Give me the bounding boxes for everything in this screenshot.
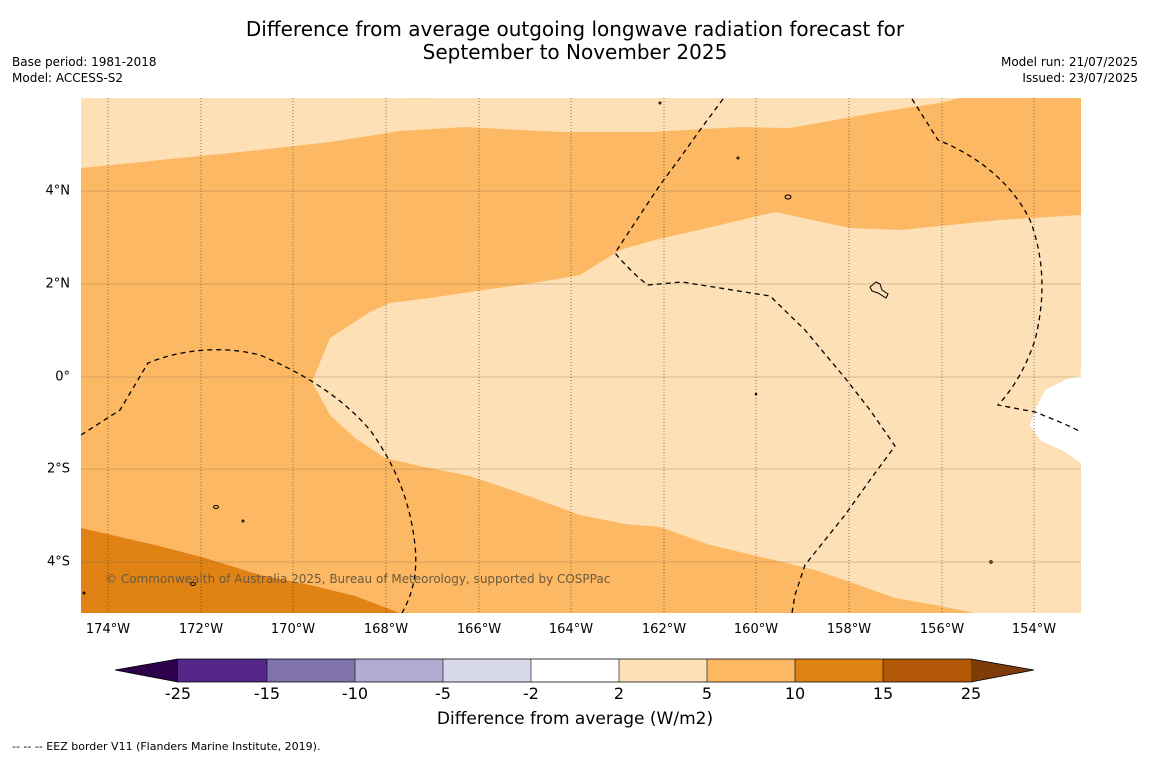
colorbar-segment <box>443 659 531 682</box>
colorbar-label: 15 <box>872 684 894 703</box>
title-line-2: September to November 2025 <box>422 40 728 64</box>
y-tick-label: 4°N <box>45 183 71 199</box>
eez-footnote: -- -- -- EEZ border V11 (Flanders Marine… <box>12 740 321 753</box>
x-tick-label: 172°W <box>178 622 224 637</box>
x-tick-label: 158°W <box>826 622 872 637</box>
island <box>82 591 86 595</box>
colorbar-segment <box>355 659 443 682</box>
island <box>869 281 889 299</box>
x-tick-label: 166°W <box>456 622 502 637</box>
colorbar-label: -2 <box>523 684 539 703</box>
island <box>784 194 792 200</box>
colorbar-label: -10 <box>341 684 369 703</box>
colorbar-outline <box>114 658 1035 683</box>
colorbar-title: Difference from average (W/m2) <box>436 709 714 729</box>
y-tick-label: 0° <box>55 369 70 385</box>
colorbar-label: 10 <box>784 684 806 703</box>
x-tick-label: 170°W <box>270 622 316 637</box>
colorbar-segment <box>707 659 795 682</box>
field-10-15-southwest <box>81 528 400 613</box>
x-tick-label: 154°W <box>1011 622 1057 637</box>
field-2-5-central <box>312 212 1081 613</box>
field-2-5-north <box>81 98 430 130</box>
colorbar-label: -25 <box>164 684 192 703</box>
meta-left: Base period: 1981-2018 Model: ACCESS-S2 <box>12 54 157 86</box>
island <box>736 156 740 160</box>
base-period: Base period: 1981-2018 <box>12 55 157 69</box>
eez-borders <box>81 98 1081 613</box>
colorbar-segment <box>795 659 883 682</box>
x-tick-label: 174°W <box>85 622 131 637</box>
colorbar-segment <box>531 659 619 682</box>
colorbar-arrow-low <box>115 659 178 682</box>
island <box>241 519 245 523</box>
islands <box>82 101 993 595</box>
field-2-5-north-band <box>81 98 960 168</box>
copyright-notice: © Commonwealth of Australia 2025, Bureau… <box>105 572 611 586</box>
graticule <box>81 98 1081 613</box>
x-tick-label: 162°W <box>641 622 687 637</box>
colorbar <box>114 658 1035 683</box>
colorbar-arrow-high <box>971 659 1034 682</box>
island <box>213 505 219 509</box>
x-tick-label: 168°W <box>363 622 409 637</box>
eez-border-central <box>614 98 896 613</box>
issued-date: Issued: 23/07/2025 <box>1022 71 1138 85</box>
x-tick-label: 160°W <box>733 622 779 637</box>
y-tick-label: 2°N <box>45 276 71 292</box>
y-tick-label: 4°S <box>46 554 70 570</box>
title-line-1: Difference from average outgoing longwav… <box>245 17 905 41</box>
colorbar-label: -5 <box>435 684 451 703</box>
y-tick-label: 2°S <box>46 461 70 477</box>
model-name: Model: ACCESS-S2 <box>12 71 124 85</box>
colorbar-segment <box>178 659 267 682</box>
colorbar-label: 5 <box>701 684 713 703</box>
x-tick-label: 164°W <box>548 622 594 637</box>
island <box>190 582 196 586</box>
map-fields <box>81 98 1081 613</box>
colorbar-segment <box>267 659 355 682</box>
model-run: Model run: 21/07/2025 <box>1000 55 1138 69</box>
map-title: Difference from average outgoing longwav… <box>0 18 1150 64</box>
island <box>658 101 662 105</box>
island <box>989 560 993 564</box>
meta-right: Model run: 21/07/2025 Issued: 23/07/2025 <box>1001 54 1138 86</box>
field-neutral-east <box>1030 375 1081 463</box>
colorbar-segment <box>883 659 971 682</box>
colorbar-label: -15 <box>253 684 281 703</box>
island <box>754 392 758 396</box>
colorbar-label: 2 <box>613 684 625 703</box>
colorbar-label: 25 <box>960 684 982 703</box>
x-tick-label: 156°W <box>919 622 965 637</box>
colorbar-segment <box>619 659 707 682</box>
